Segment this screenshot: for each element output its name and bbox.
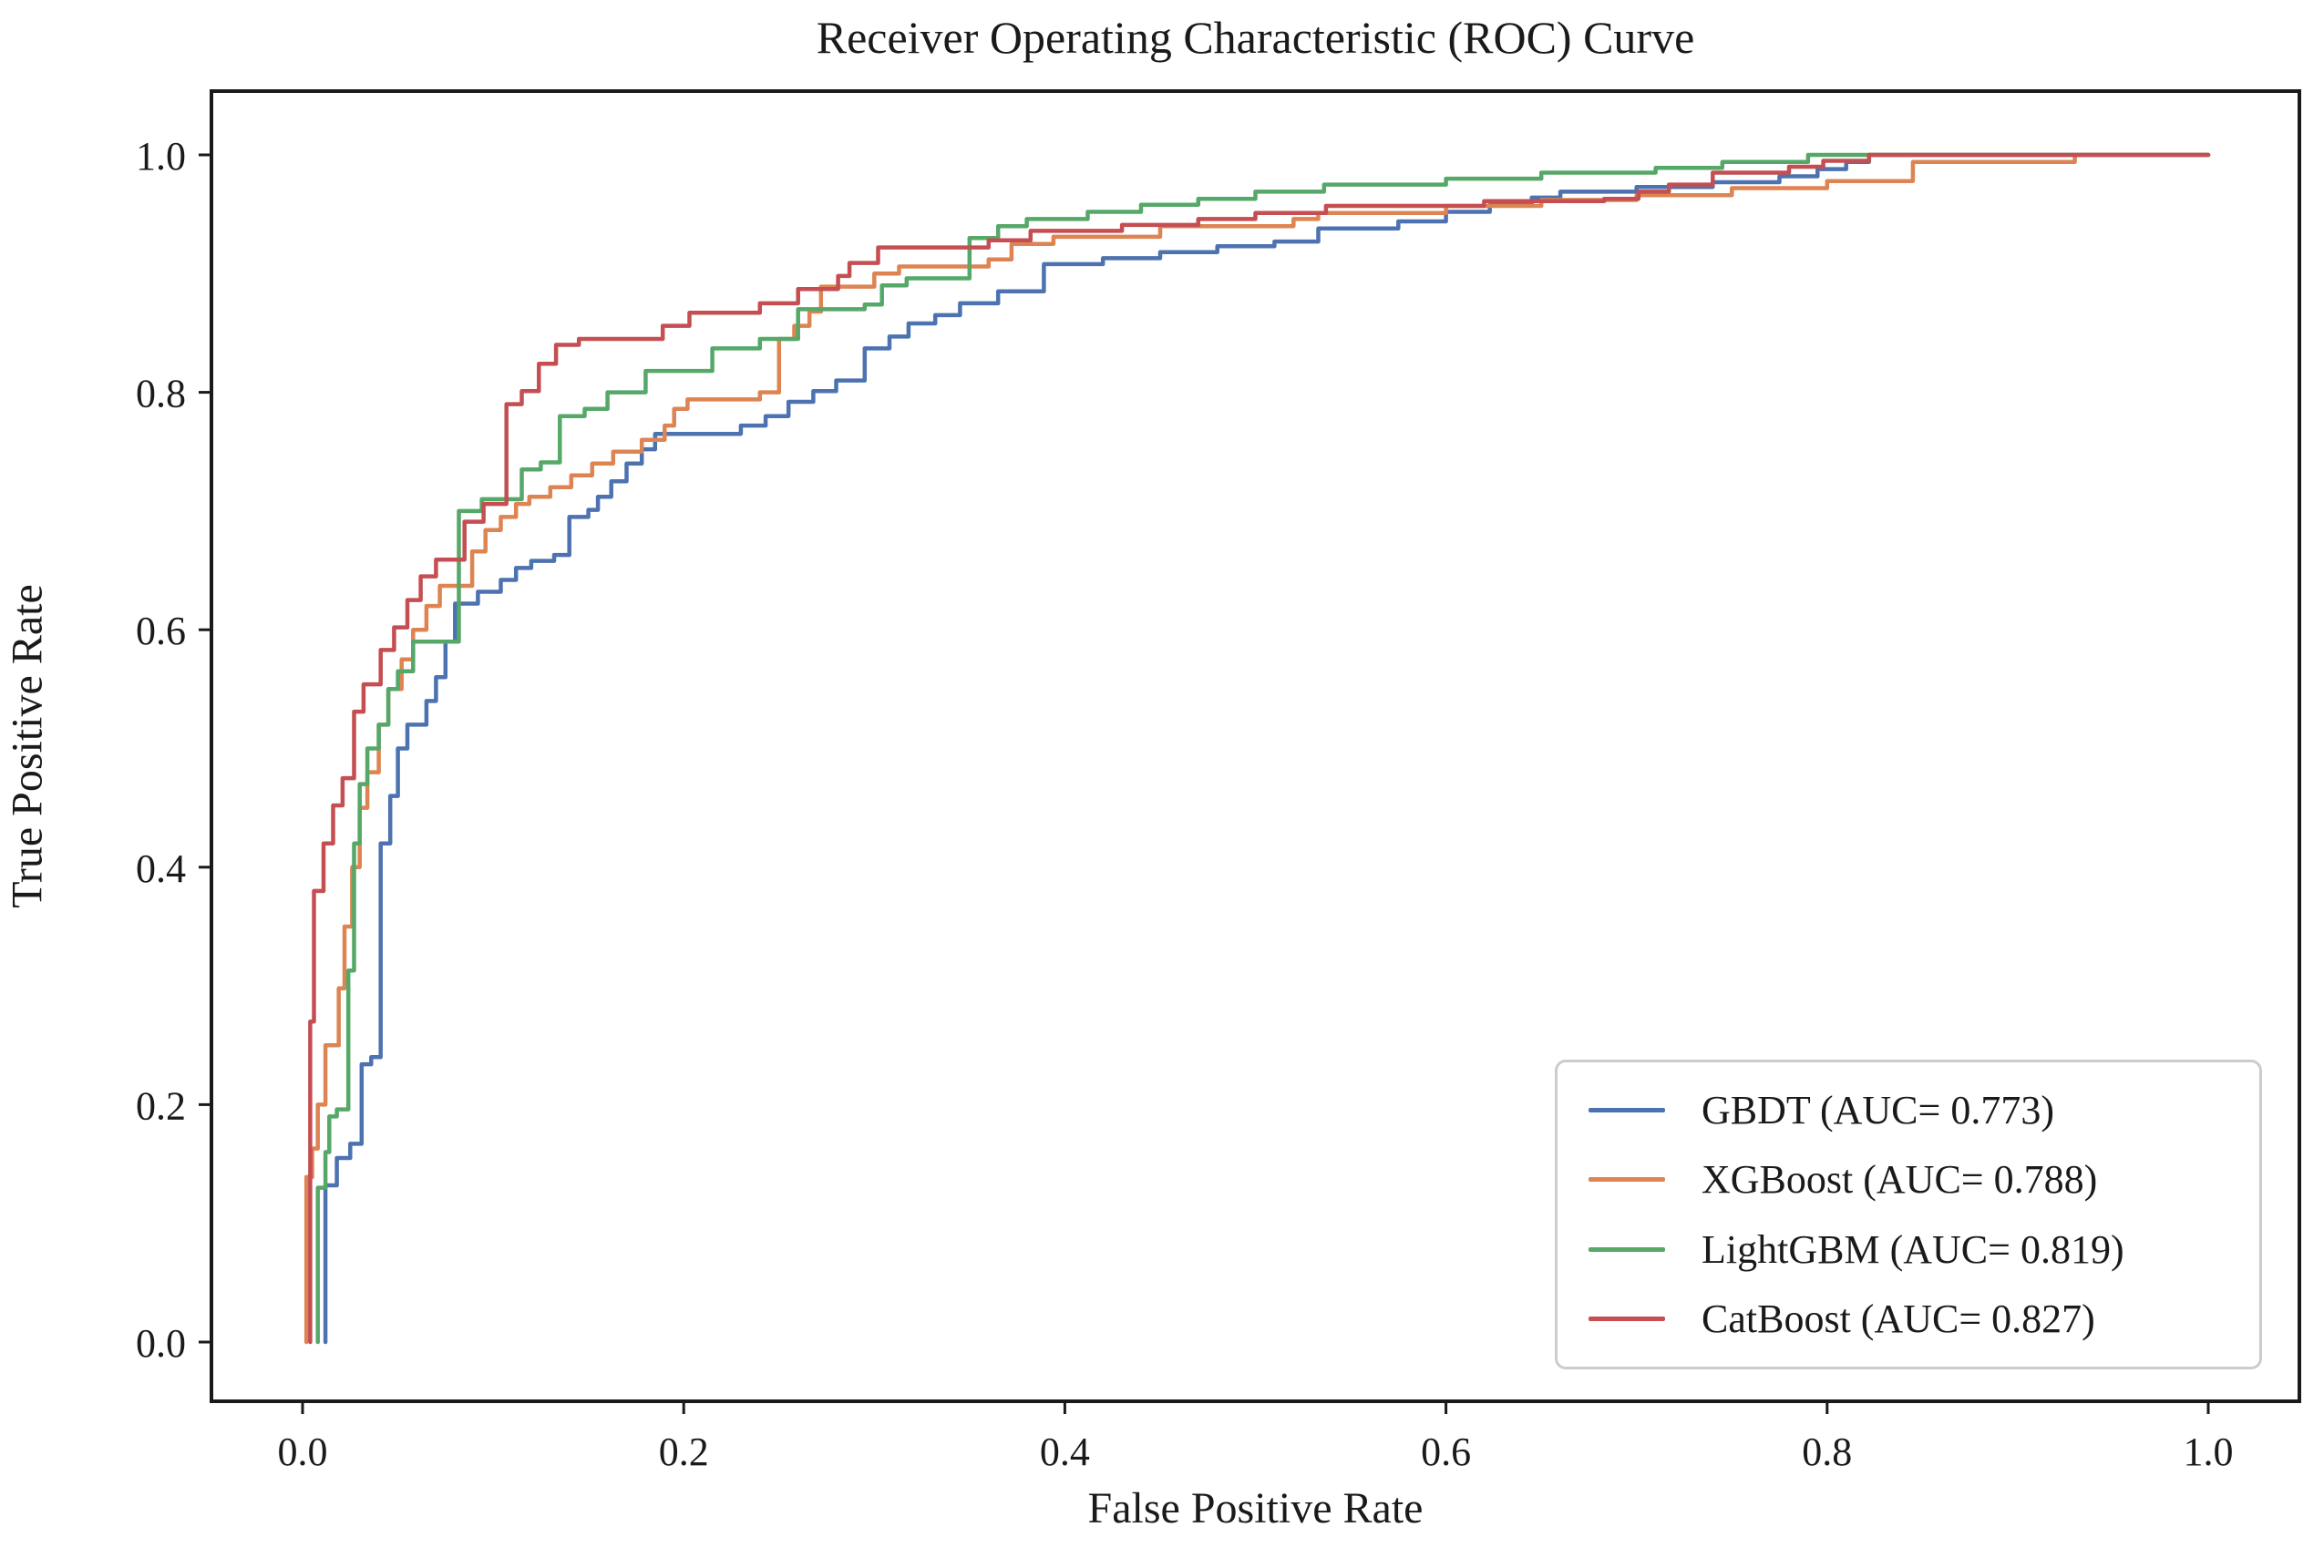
roc-curve-xgboost [303, 152, 2211, 1345]
axes-spines [210, 89, 2301, 1403]
x-tick-label: 1.0 [2184, 1430, 2234, 1474]
legend-label: XGBoost (AUC= 0.788) [1702, 1157, 2098, 1203]
legend-item-xgboost: XGBoost (AUC= 0.788) [1589, 1156, 2250, 1203]
roc-curve-gbdt [323, 152, 2211, 1345]
x-tick-label: 0.2 [659, 1430, 709, 1474]
legend-label: LightGBM (AUC= 0.819) [1702, 1226, 2124, 1272]
y-tick-label: 0.2 [136, 1083, 186, 1128]
legend-item-catboost: CatBoost (AUC= 0.827) [1589, 1296, 2250, 1342]
legend: GBDT (AUC= 0.773) XGBoost (AUC= 0.788) Lig… [1555, 1060, 2262, 1369]
roc-curve-catboost [308, 152, 2211, 1345]
chart-title: Receiver Operating Characteristic (ROC) … [816, 12, 1695, 63]
x-axis-label: False Positive Rate [1087, 1484, 1424, 1532]
legend-line-sample [1589, 1177, 1665, 1183]
x-tick-label: 0.0 [278, 1430, 328, 1474]
y-tick-label: 1.0 [136, 134, 186, 179]
legend-item-gbdt: GBDT (AUC= 0.773) [1589, 1087, 2250, 1133]
y-tick-label: 0.8 [136, 372, 186, 416]
legend-label: CatBoost (AUC= 0.827) [1702, 1296, 2095, 1342]
y-tick-label: 0.6 [136, 609, 186, 653]
legend-line-sample [1589, 1107, 1665, 1112]
roc-curve-lightgbm [315, 152, 2211, 1345]
x-tick-label: 0.4 [1040, 1430, 1090, 1474]
legend-line-sample [1589, 1246, 1665, 1252]
y-axis-label: True Positive Rate [3, 584, 52, 908]
legend-label: GBDT (AUC= 0.773) [1702, 1087, 2054, 1132]
legend-item-lightgbm: LightGBM (AUC= 0.819) [1589, 1226, 2250, 1273]
x-tick-label: 0.8 [1802, 1430, 1852, 1474]
y-tick-label: 0.0 [136, 1321, 186, 1366]
legend-line-sample [1589, 1317, 1665, 1322]
y-tick-label: 0.4 [136, 846, 186, 891]
x-tick-label: 0.6 [1421, 1430, 1471, 1474]
